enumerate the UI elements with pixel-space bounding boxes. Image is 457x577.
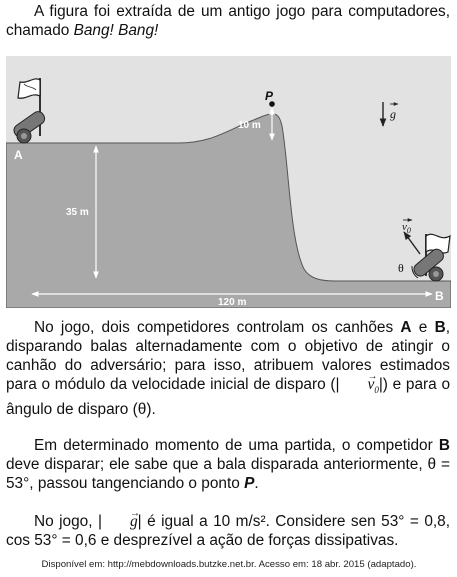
point-p <box>269 101 275 107</box>
label-b: B <box>435 289 444 303</box>
dim-10m-label: 10 m <box>238 120 261 131</box>
dim-35m-label: 35 m <box>66 207 89 218</box>
dim-120m-label: 120 m <box>218 297 246 308</box>
theta-label: θ <box>398 261 404 275</box>
terrain <box>6 113 451 308</box>
cannon-a-icon <box>13 78 46 144</box>
gravity-label: g <box>390 107 396 121</box>
paragraph-1: No jogo, dois competidores controlam os … <box>6 319 450 419</box>
paragraph-3: No jogo, | → g| é igual a 10 m/s². Conside… <box>6 508 450 549</box>
label-a: A <box>14 148 23 162</box>
game-name: Bang! Bang! <box>73 22 159 39</box>
theta-arc <box>411 265 419 279</box>
source-citation: Disponível em: http://mebdownloads.butzk… <box>41 559 417 570</box>
label-p: P <box>265 89 274 103</box>
v0-label: v0 <box>402 221 411 235</box>
paragraph-2: Em determinado momento de uma partida, o… <box>6 437 450 492</box>
intro-paragraph: A figura foi extraída de um antigo jogo … <box>6 2 450 40</box>
v0-vector-symbol: → v0 <box>367 371 379 396</box>
game-figure: A B v0 θ P 10 m 35 m 120 m g <box>6 56 451 308</box>
g-vector-symbol: → g <box>129 508 140 530</box>
v0-arrow <box>403 231 421 255</box>
cannon-b-icon <box>413 233 451 282</box>
intro-text: A figura foi extraída de um antigo jogo … <box>6 3 450 39</box>
